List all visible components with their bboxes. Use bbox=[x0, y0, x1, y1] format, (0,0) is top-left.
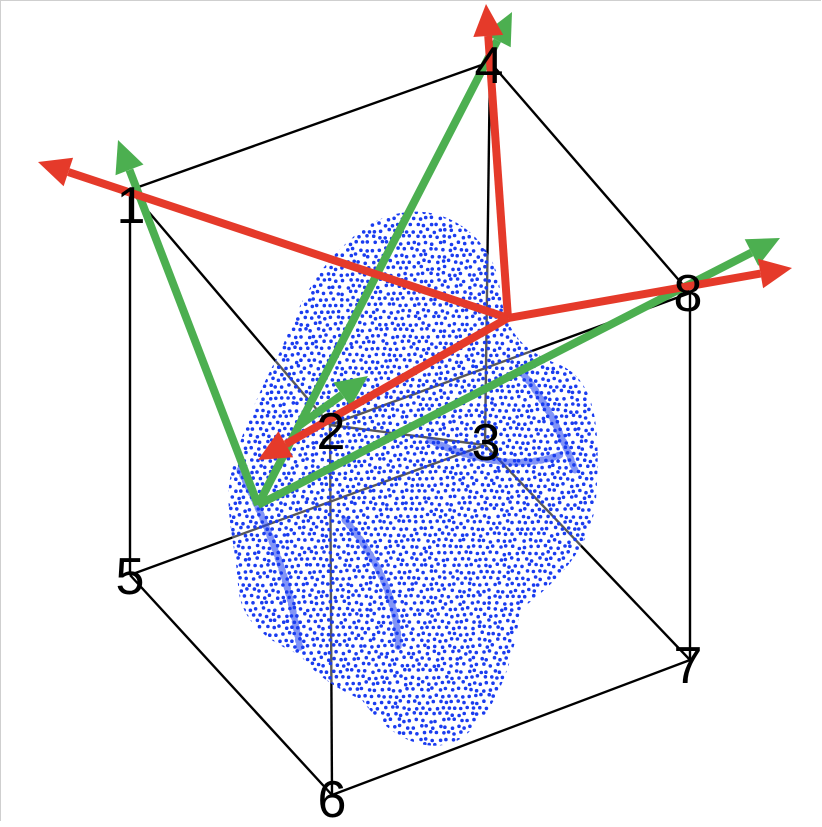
red-vector-d bbox=[258, 314, 510, 460]
red-vector-b-arrowhead-icon bbox=[473, 4, 504, 37]
green-vector-a-shaft bbox=[125, 168, 262, 507]
axis-vectors bbox=[38, 4, 792, 509]
green-vector-c-arrowhead-icon bbox=[744, 238, 780, 266]
green-vector-short-shaft bbox=[297, 391, 345, 429]
red-vector-c bbox=[507, 258, 792, 322]
red-vector-d-shaft bbox=[283, 314, 510, 448]
red-vector-a-arrowhead-icon bbox=[38, 157, 74, 187]
red-vector-a bbox=[38, 157, 510, 322]
point-cloud-ridge-1 bbox=[341, 516, 402, 654]
red-vector-a-shaft bbox=[67, 168, 510, 322]
cube-edge-2-6 bbox=[328, 424, 334, 796]
vertex-label-4: 4 bbox=[475, 37, 504, 95]
vertex-label-1: 1 bbox=[117, 177, 146, 235]
green-vector-c bbox=[256, 238, 780, 509]
point-cloud-ridge-4 bbox=[516, 366, 579, 474]
vertex-label-8: 8 bbox=[674, 265, 703, 323]
point-cloud-ridge-3 bbox=[426, 436, 564, 466]
green-vector-short-arrowhead-icon bbox=[333, 376, 368, 407]
vertex-labels: 1 2 3 4 5 6 7 8 bbox=[116, 37, 703, 827]
red-vector-c-arrowhead-icon bbox=[757, 258, 792, 289]
red-vector-d-arrowhead-icon bbox=[258, 431, 294, 460]
red-vector-c-shaft bbox=[507, 269, 762, 322]
red-vector-b bbox=[473, 4, 512, 319]
green-vector-a-arrowhead-icon bbox=[115, 140, 144, 176]
red-vector-b-shaft bbox=[484, 35, 512, 319]
vertex-label-2: 2 bbox=[317, 403, 346, 461]
green-vector-c-shaft bbox=[256, 249, 754, 509]
cube-edge-6-7 bbox=[331, 658, 691, 797]
point-cloud-shading bbox=[236, 366, 579, 654]
cube-edge-5-6 bbox=[129, 574, 333, 796]
cube-edge-3-7 bbox=[484, 444, 691, 661]
cube-edge-1-4 bbox=[129, 60, 491, 192]
vertex-label-5: 5 bbox=[116, 548, 145, 606]
vertex-label-6: 6 bbox=[318, 771, 347, 822]
vertex-label-3: 3 bbox=[472, 414, 501, 472]
cube-edge-4-3 bbox=[483, 61, 492, 446]
cube-edge-4-8 bbox=[489, 61, 691, 294]
green-vector-short bbox=[297, 376, 368, 429]
vertex-label-7: 7 bbox=[674, 637, 703, 695]
green-vector-a bbox=[115, 140, 262, 507]
